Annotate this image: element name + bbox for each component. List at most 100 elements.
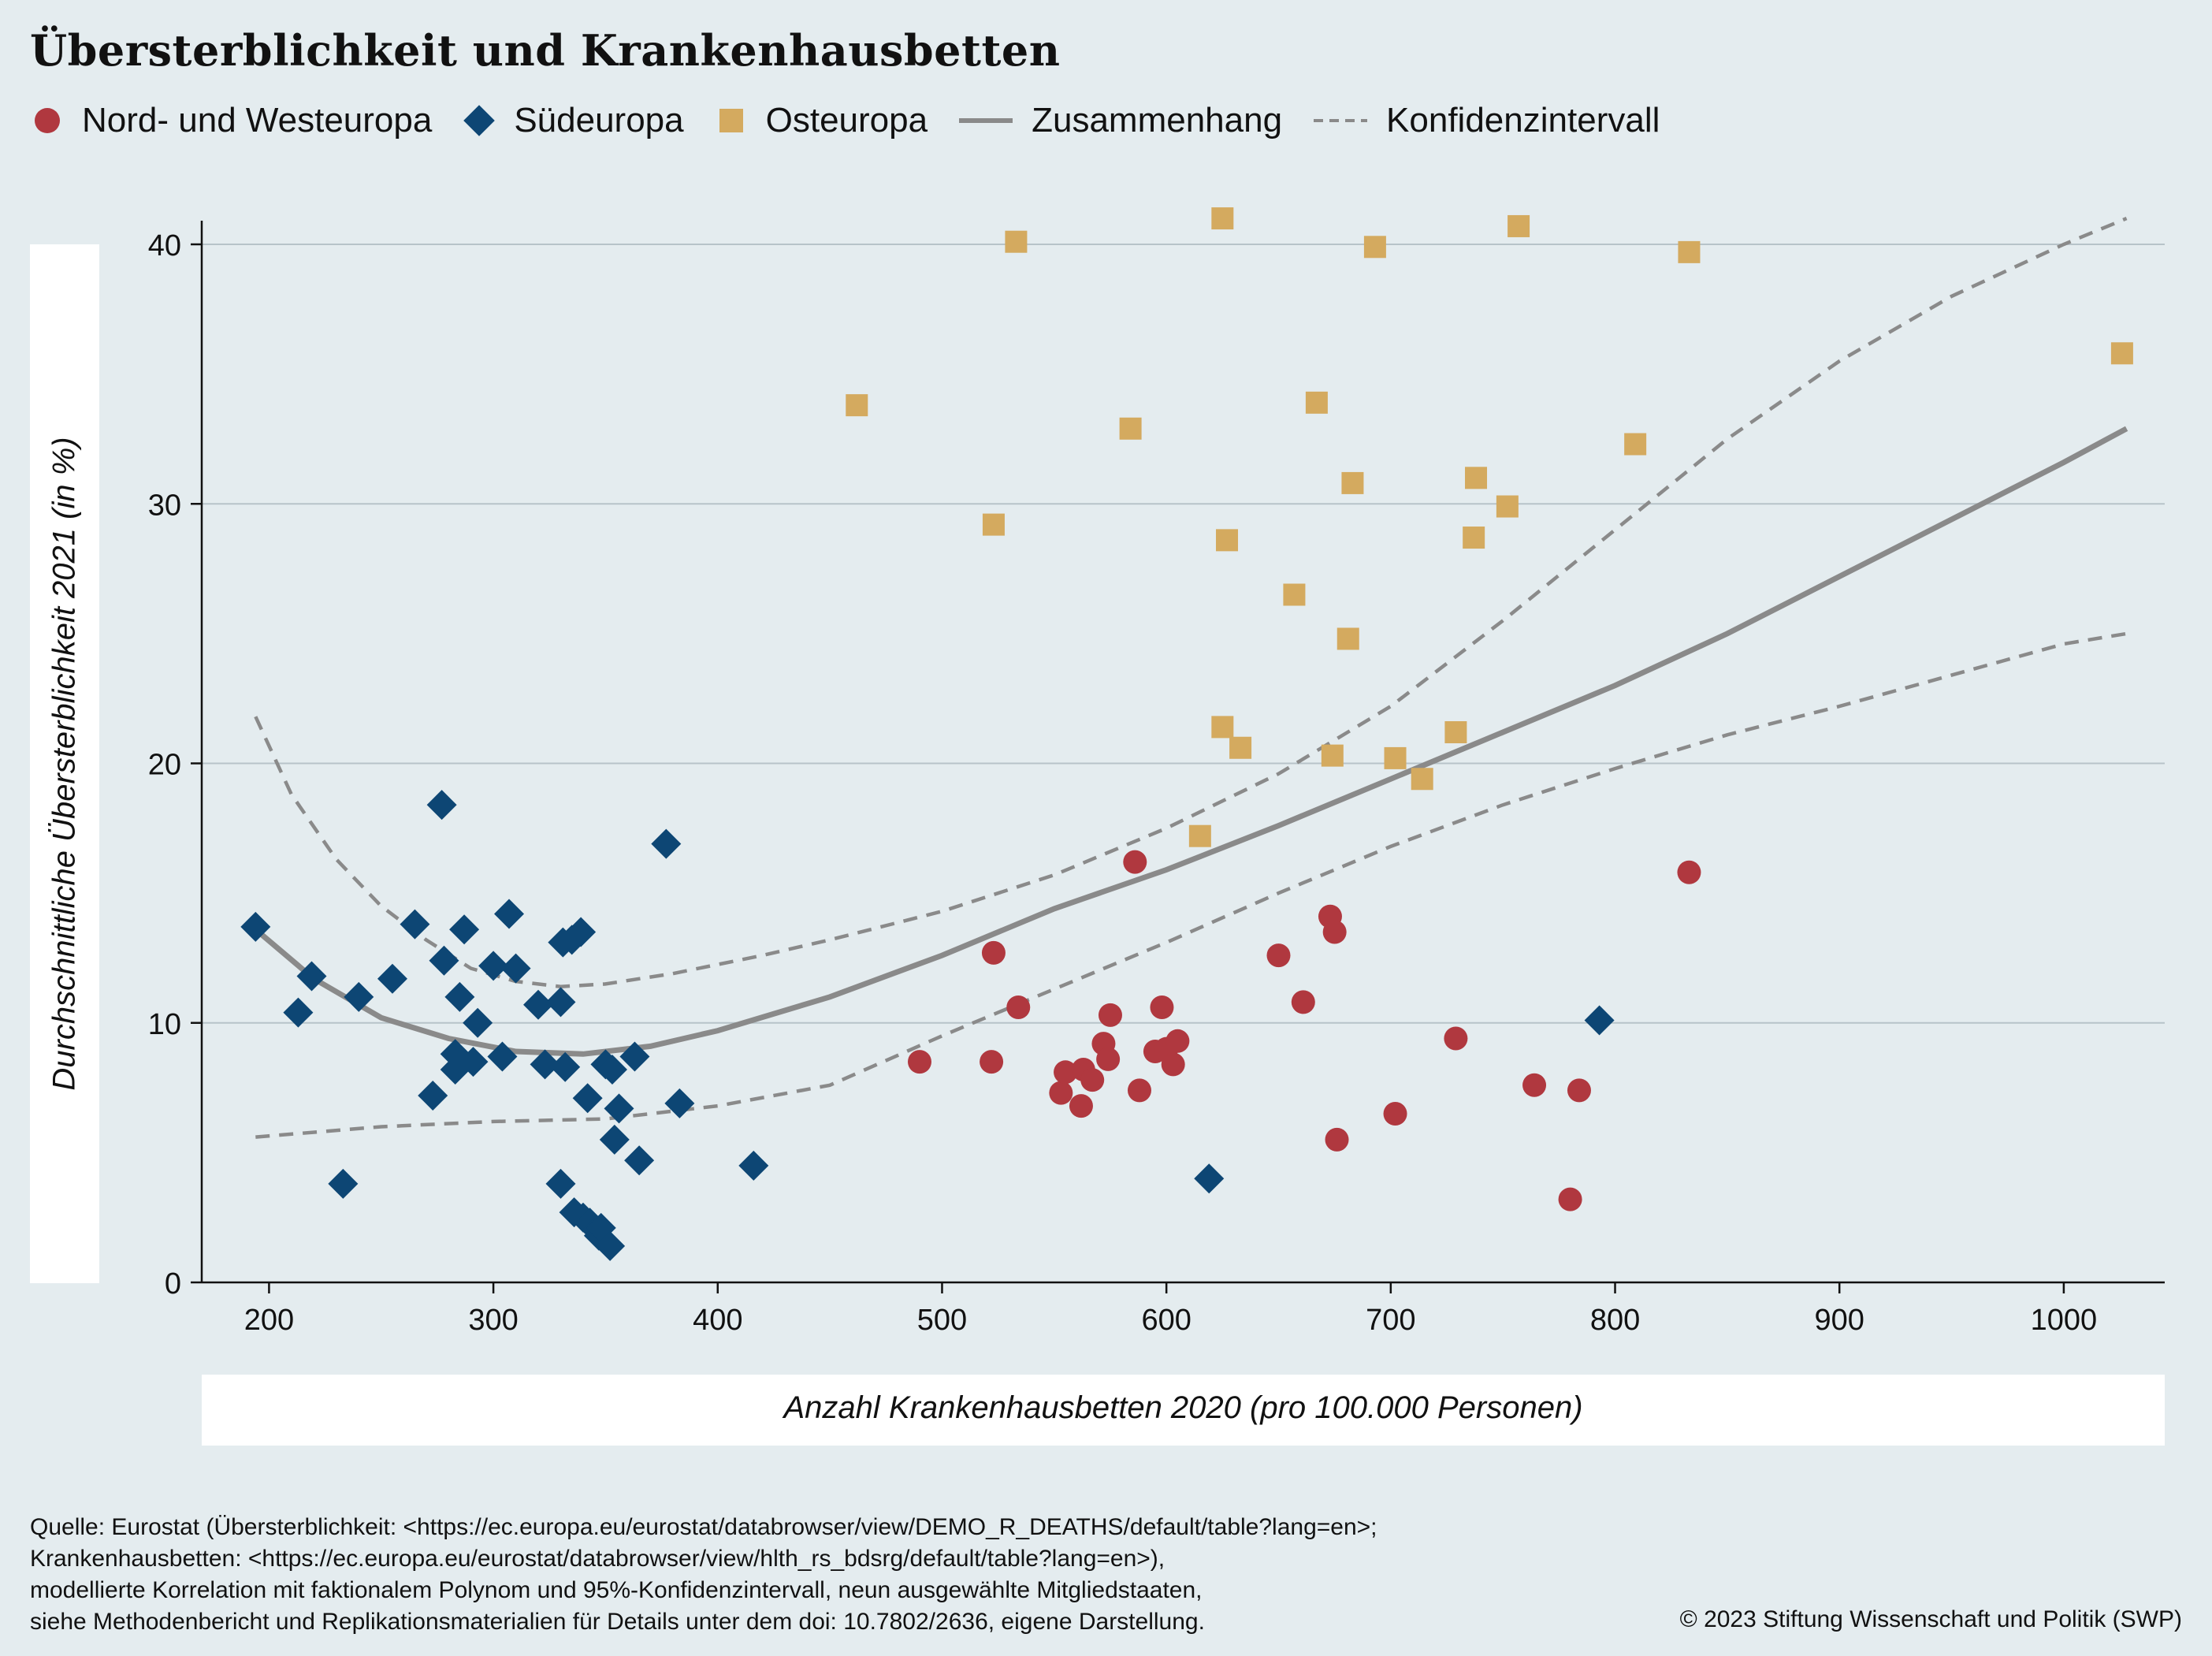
point-suedeuropa xyxy=(566,917,597,947)
point-osteuropa xyxy=(1283,583,1306,606)
point-osteuropa xyxy=(1188,824,1211,847)
point-suedeuropa xyxy=(599,1124,630,1155)
x-tick-label: 200 xyxy=(244,1304,294,1337)
y-tick-label: 0 xyxy=(165,1267,181,1301)
scatter-chart: 0 10 20 30 40 200 300 400 500 600 700 800 900 1000 xyxy=(148,207,2165,1337)
point-nord-westeuropa xyxy=(907,1050,931,1074)
point-suedeuropa xyxy=(597,1055,627,1085)
point-suedeuropa xyxy=(478,951,509,981)
page-title: Übersterblichkeit und Krankenhausbetten xyxy=(30,25,1061,76)
point-osteuropa xyxy=(1216,529,1239,552)
point-osteuropa xyxy=(1336,627,1359,650)
point-suedeuropa xyxy=(328,1168,359,1199)
x-tick-label: 800 xyxy=(1590,1304,1640,1337)
y-axis-label-box xyxy=(30,244,99,1283)
point-suedeuropa xyxy=(429,945,459,976)
point-suedeuropa xyxy=(463,1007,493,1038)
point-nord-westeuropa xyxy=(981,940,1006,965)
point-osteuropa xyxy=(1384,746,1407,769)
fit-line xyxy=(254,426,2128,1057)
x-tick-label: 500 xyxy=(917,1304,967,1337)
legend-square-icon xyxy=(714,103,749,138)
point-suedeuropa xyxy=(400,909,430,940)
point-osteuropa xyxy=(2110,342,2133,365)
point-osteuropa xyxy=(1005,230,1028,253)
point-suedeuropa xyxy=(1194,1163,1225,1194)
source-line-2: Krankenhausbetten: <https://ec.europa.eu… xyxy=(30,1546,1165,1572)
point-suedeuropa xyxy=(664,1088,695,1118)
point-nord-westeuropa xyxy=(1567,1078,1591,1103)
point-suedeuropa xyxy=(494,899,525,929)
point-osteuropa xyxy=(1211,716,1234,739)
point-osteuropa xyxy=(1508,214,1530,237)
x-axis-label: Anzahl Krankenhausbetten 2020 (pro 100.0… xyxy=(783,1390,1583,1425)
point-suedeuropa xyxy=(738,1150,769,1181)
point-nord-westeuropa xyxy=(1322,920,1347,944)
x-tick-label: 400 xyxy=(693,1304,742,1337)
legend-label-fit: Zusammenhang xyxy=(1032,101,1283,140)
point-osteuropa xyxy=(1496,495,1519,518)
copyright: © 2023 Stiftung Wissenschaft und Politik… xyxy=(1679,1606,2182,1632)
point-suedeuropa xyxy=(572,1083,603,1114)
point-nord-westeuropa xyxy=(1444,1026,1468,1051)
confidence-lower-line xyxy=(255,631,2127,1139)
point-suedeuropa xyxy=(426,790,457,821)
point-nord-westeuropa xyxy=(1325,1127,1349,1152)
point-suedeuropa xyxy=(487,1041,518,1072)
point-suedeuropa xyxy=(458,1047,489,1077)
point-osteuropa xyxy=(1305,391,1328,414)
point-suedeuropa xyxy=(619,1041,650,1072)
point-osteuropa xyxy=(1363,236,1386,259)
point-nord-westeuropa xyxy=(1080,1068,1105,1092)
point-suedeuropa xyxy=(604,1093,634,1124)
legend-label-ost: Osteuropa xyxy=(765,101,928,140)
point-suedeuropa xyxy=(545,1168,576,1199)
point-osteuropa xyxy=(1465,467,1488,489)
point-suedeuropa xyxy=(377,963,407,994)
legend-label-nord: Nord- und Westeuropa xyxy=(82,101,433,140)
y-tick-label: 10 xyxy=(148,1008,181,1041)
legend-item-ost: Osteuropa xyxy=(714,101,928,140)
point-nord-westeuropa xyxy=(1098,1003,1122,1027)
point-nord-westeuropa xyxy=(1558,1187,1582,1211)
point-nord-westeuropa xyxy=(1006,995,1031,1019)
legend-item-sued: Südeuropa xyxy=(462,101,684,140)
y-tick-label: 40 xyxy=(148,229,181,262)
point-osteuropa xyxy=(982,513,1005,536)
point-suedeuropa xyxy=(595,1230,626,1261)
point-suedeuropa xyxy=(550,1051,581,1082)
point-osteuropa xyxy=(1678,240,1701,263)
point-nord-westeuropa xyxy=(980,1050,1004,1074)
x-tick-label: 600 xyxy=(1141,1304,1191,1337)
legend-dashed-line-icon xyxy=(1314,119,1368,122)
point-suedeuropa xyxy=(500,953,531,984)
source-line-3: modellierte Korrelation mit faktionalem … xyxy=(30,1577,1203,1603)
point-nord-westeuropa xyxy=(1161,1052,1185,1077)
legend-item-ci: Konfidenzintervall xyxy=(1312,101,1660,140)
legend-item-fit: Zusammenhang xyxy=(957,101,1282,140)
point-nord-westeuropa xyxy=(1127,1078,1151,1103)
point-suedeuropa xyxy=(1584,1005,1615,1036)
point-suedeuropa xyxy=(418,1080,448,1111)
source-line-1: Quelle: Eurostat (Übersterblichkeit: <ht… xyxy=(30,1514,1377,1540)
x-tick-label: 900 xyxy=(1815,1304,1864,1337)
point-osteuropa xyxy=(1463,527,1485,549)
point-osteuropa xyxy=(1341,471,1364,494)
point-nord-westeuropa xyxy=(1266,943,1291,968)
point-nord-westeuropa xyxy=(1123,850,1147,874)
point-nord-westeuropa xyxy=(1291,990,1315,1014)
point-nord-westeuropa xyxy=(1069,1094,1093,1118)
x-tick-label: 300 xyxy=(468,1304,518,1337)
point-nord-westeuropa xyxy=(1096,1047,1121,1071)
point-nord-westeuropa xyxy=(1054,1060,1078,1085)
legend: Nord- und Westeuropa Südeuropa Osteuropa… xyxy=(30,101,1690,140)
legend-solid-line-icon xyxy=(959,118,1013,123)
point-nord-westeuropa xyxy=(1049,1081,1073,1105)
confidence-upper-line xyxy=(254,217,2128,988)
point-nord-westeuropa xyxy=(1677,860,1701,884)
x-axis-label-box: Anzahl Krankenhausbetten 2020 (pro 100.0… xyxy=(202,1375,2165,1446)
legend-item-nord: Nord- und Westeuropa xyxy=(30,101,432,140)
point-osteuropa xyxy=(1211,207,1234,230)
legend-circle-icon xyxy=(30,103,65,138)
point-osteuropa xyxy=(1624,433,1647,456)
